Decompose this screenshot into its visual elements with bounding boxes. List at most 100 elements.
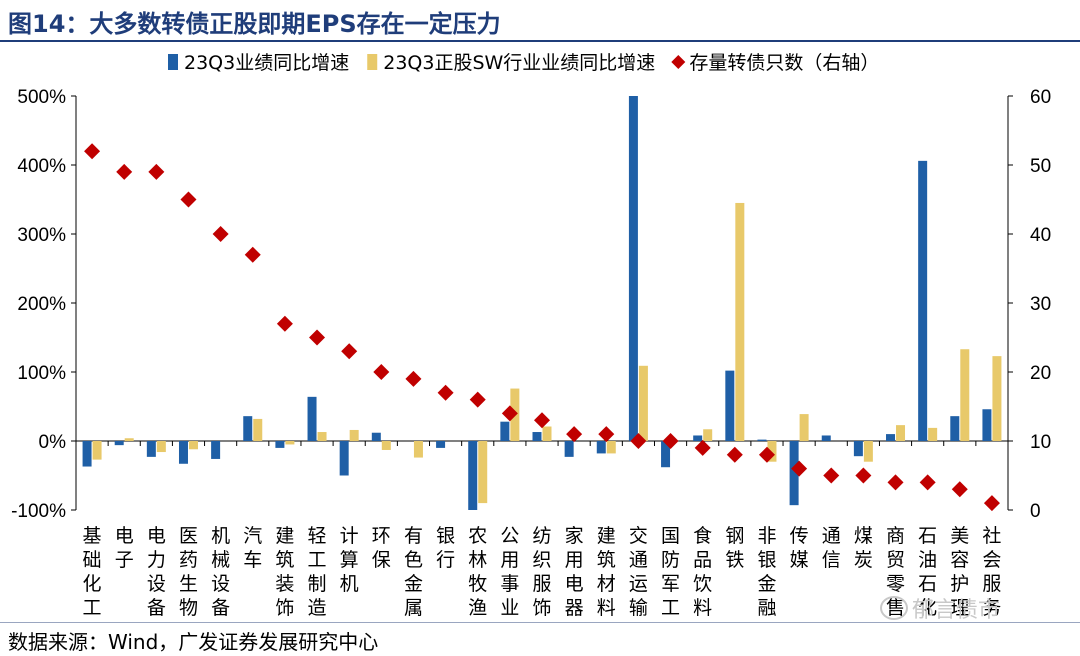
category-labels: 基础化工电子电力设备医药生物机械设备汽车建筑装饰轻工制造计算机环保有色金属银行农…	[83, 525, 1002, 619]
bar-company-growth	[821, 435, 831, 441]
point-bond-count	[501, 405, 518, 422]
point-bond-count	[823, 467, 840, 484]
bar-company-growth	[339, 441, 349, 476]
category-label: 社会服务	[982, 525, 1001, 619]
point-bond-count	[148, 163, 165, 180]
chart-title: 图14：大多数转债正股即期EPS存在一定压力	[8, 10, 501, 38]
bar-industry-growth	[124, 438, 134, 441]
category-label: 通信	[822, 525, 841, 571]
bar-company-growth	[886, 434, 896, 441]
left-tick-label: 400%	[17, 156, 66, 177]
category-label: 公用事业	[500, 525, 519, 619]
point-bond-count	[469, 391, 486, 408]
bar-company-growth	[950, 416, 960, 441]
point-bond-count	[662, 433, 679, 449]
bar-company-growth	[436, 441, 446, 448]
bar-company-growth	[564, 441, 574, 457]
bar-industry-growth	[317, 432, 327, 441]
watermark: 郁言债市	[880, 592, 1000, 624]
right-tick-label: 20	[1030, 363, 1051, 384]
bar-industry-growth	[92, 441, 102, 460]
bar-company-growth	[114, 441, 124, 446]
bar-company-growth	[596, 441, 606, 454]
category-label: 交通运输	[629, 525, 648, 619]
legend-label: 存量转债只数（右轴）	[689, 52, 879, 74]
category-label: 传媒	[790, 525, 809, 571]
bar-company-growth	[468, 441, 478, 510]
legend: 23Q3业绩同比增速 23Q3正股SW行业业绩同比增速 存量转债只数（右轴）	[168, 52, 879, 74]
right-tick-label: 10	[1030, 432, 1051, 453]
point-bond-count	[309, 329, 326, 346]
category-label: 机械设备	[211, 525, 230, 619]
footer-divider	[0, 622, 1080, 623]
bar-industry-growth	[285, 441, 295, 445]
point-bond-count	[630, 433, 647, 449]
point-bond-count	[887, 474, 904, 491]
legend-swatch-bonds	[671, 55, 686, 69]
bar-industry-growth	[799, 414, 809, 441]
bar-company-growth	[178, 441, 188, 464]
left-tick-label: 0%	[39, 432, 67, 453]
point-bond-count	[373, 364, 390, 380]
bar-industry-growth	[381, 441, 391, 450]
right-tick-label: 50	[1030, 156, 1051, 177]
point-bond-count	[694, 439, 711, 456]
point-bond-count	[276, 315, 293, 332]
bar-industry-growth	[863, 441, 873, 462]
point-bond-count	[566, 426, 583, 443]
bar-company-growth	[500, 421, 510, 441]
point-bond-count	[951, 481, 968, 498]
point-bond-count	[726, 446, 743, 463]
bar-company-growth	[307, 396, 317, 441]
wechat-icon	[880, 596, 908, 620]
category-label: 美容护理	[950, 525, 969, 619]
legend-label: 23Q3业绩同比增速	[184, 52, 349, 74]
point-bond-count	[84, 143, 101, 160]
legend-label: 23Q3正股SW行业业绩同比增速	[383, 52, 655, 74]
category-label: 非银金融	[757, 525, 776, 619]
watermark-text: 郁言债市	[912, 598, 1001, 623]
right-tick-label: 40	[1030, 225, 1051, 246]
bar-company-growth	[82, 441, 92, 467]
title-divider	[0, 40, 1080, 42]
bar-company-growth	[211, 441, 221, 459]
category-label: 医药生物	[179, 525, 198, 619]
bar-industry-growth	[542, 426, 552, 441]
bar-industry-growth	[606, 441, 616, 454]
legend-swatch-company	[168, 54, 178, 70]
point-bond-count	[534, 412, 550, 429]
bar-industry-growth	[188, 441, 198, 450]
point-bond-count	[212, 226, 229, 242]
right-tick-label: 0	[1030, 501, 1041, 522]
category-label: 煤炭	[854, 525, 873, 571]
bar-company-growth	[661, 441, 671, 468]
category-label: 农林牧渔	[468, 525, 487, 619]
bar-industry-growth	[349, 429, 359, 441]
left-tick-label: 500%	[17, 87, 66, 108]
category-label: 电子	[115, 525, 134, 571]
category-label: 汽车	[243, 525, 262, 571]
bar-company-growth	[532, 432, 542, 441]
bar-company-growth	[371, 432, 381, 441]
left-tick-label: -100%	[11, 501, 66, 522]
category-label: 食品饮料	[693, 525, 712, 619]
bar-company-growth	[789, 441, 799, 506]
legend-swatch-industry	[367, 54, 378, 70]
bar-industry-growth	[638, 365, 648, 441]
axes: -100% 0% 100% 200% 300% 400% 500% 0 10 20 30 40 50 60	[11, 87, 1051, 522]
bar-company-growth	[275, 441, 285, 448]
bar-company-growth	[918, 160, 928, 442]
bar-company-growth	[725, 370, 735, 441]
bar-company-growth	[693, 435, 703, 441]
bar-industry-growth	[478, 441, 488, 504]
right-tick-label: 30	[1030, 294, 1051, 315]
category-label: 建筑材料	[597, 525, 616, 619]
chart-canvas: 23Q3业绩同比增速 23Q3正股SW行业业绩同比增速 存量转债只数（右轴） -10…	[11, 52, 1051, 619]
category-label: 有色金属	[404, 525, 423, 619]
bar-industry-growth	[960, 349, 970, 441]
bar-company-growth	[853, 441, 863, 457]
category-label: 计算机	[340, 525, 359, 595]
point-bond-count	[791, 460, 808, 477]
left-tick-label: 300%	[17, 225, 66, 246]
bar-industry-growth	[735, 202, 745, 441]
